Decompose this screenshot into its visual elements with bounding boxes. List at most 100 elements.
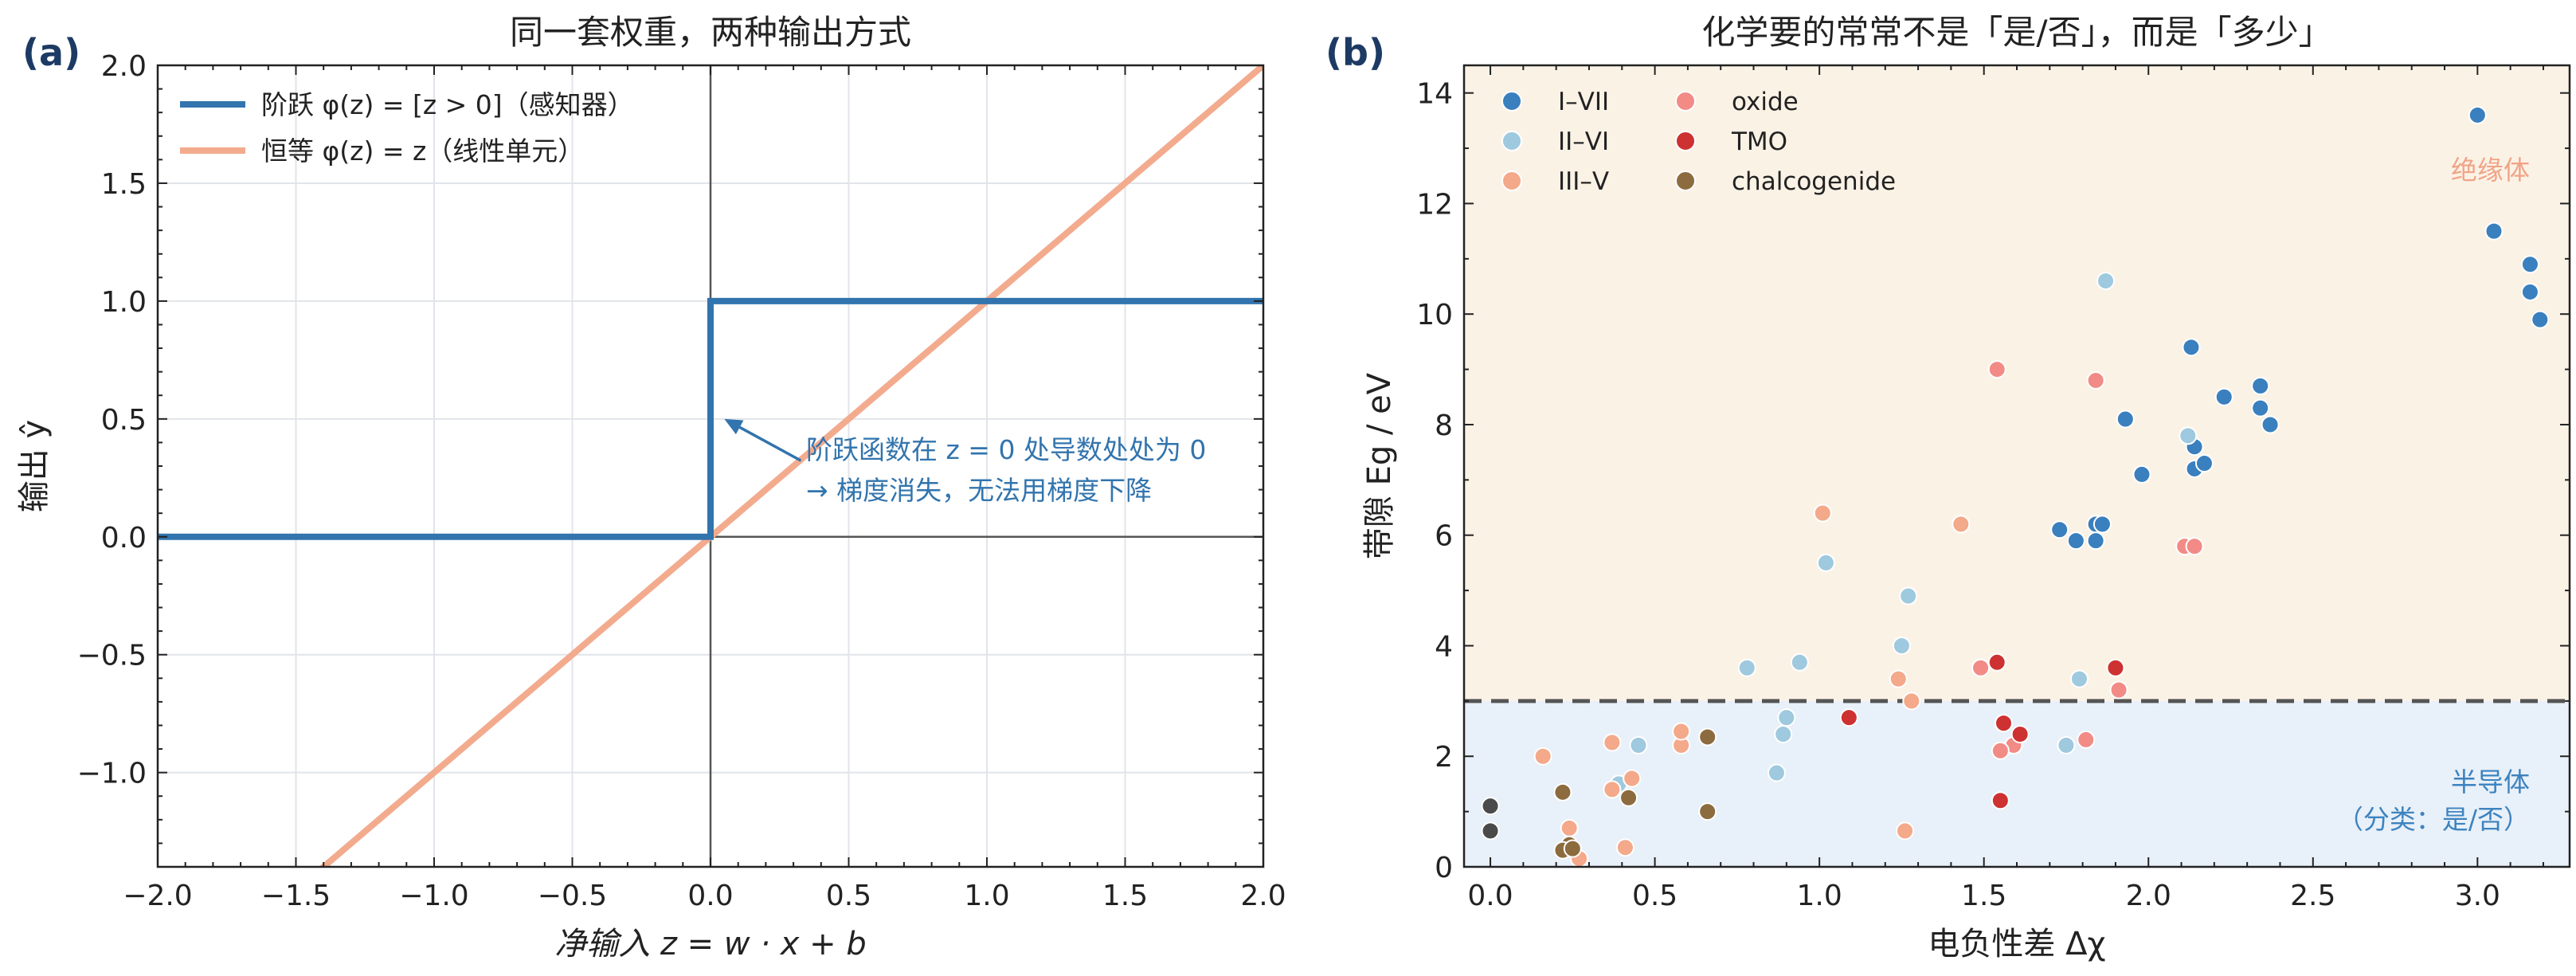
legend-label: oxide [1732,88,1799,116]
data-point [1971,658,1991,677]
legend-label: chalcogenide [1732,167,1896,196]
series-line-step [158,297,1263,540]
y-axis-label-a: 输出 ŷ [16,420,53,512]
data-point [1563,839,1582,858]
y-tick-label: 1.5 [101,168,147,201]
x-tick-label: 0.5 [826,880,871,912]
data-point [2106,658,2125,677]
x-tick-label: 0.0 [1467,880,1513,912]
data-point [2050,520,2069,539]
data-point [1892,636,1911,655]
y-tick-label: 6 [1435,520,1453,553]
data-point [1991,741,2010,760]
x-tick-label: 2.0 [2126,880,2171,912]
data-point [1816,553,1835,572]
data-point [1987,653,2006,672]
data-point [1672,722,1691,741]
data-point [1767,763,1786,782]
y-tick-label: 2 [1435,741,1453,774]
data-point [1481,821,1500,841]
scatter-points [1481,105,2550,868]
legend-label: II–VI [1558,127,1609,156]
insulator-region [1464,65,2570,701]
data-point [1615,838,1634,857]
data-point [2468,105,2487,124]
data-point [2086,370,2105,390]
data-point [1994,714,2013,733]
panel-label-a: (a) [22,31,80,74]
chart-title-a: 同一套权重，两种输出方式 [510,13,911,52]
data-point [1623,769,1642,788]
x-tick-label: 1.5 [1961,880,2006,912]
data-point [2109,680,2128,700]
data-point [1774,724,1793,743]
legend-label-identity: 恒等 φ(z) = z（线性单元） [261,135,584,167]
x-tick-label: 2.0 [1240,880,1286,912]
data-point [2261,415,2280,434]
legend-marker [1501,171,1522,191]
data-point [1987,360,2006,379]
legend-label: I–VII [1558,88,1609,116]
data-point [2057,735,2076,755]
data-point [1902,692,1921,711]
y-tick-label: 1.0 [101,286,147,319]
data-point [1603,733,1622,752]
y-tick-labels-a: −1.0 −0.5 0.0 0.5 1.0 1.5 2.0 [77,50,147,790]
data-point [2520,255,2539,274]
annotation-a: 阶跃函数在 z = 0 处导数处处为 0 → 梯度消失，无法用梯度下降 [724,418,1206,506]
data-point [2132,464,2151,484]
x-tick-label: 0.5 [1632,880,1678,912]
data-point [2086,531,2105,551]
data-point [1889,669,1908,688]
data-point [1839,708,1858,727]
x-axis-label-b: 电负性差 Δχ [1928,926,2105,962]
x-tick-label: 1.0 [964,880,1009,912]
data-point [1698,802,1717,821]
data-point [2194,454,2214,473]
y-tick-label: 8 [1435,410,1453,442]
legend-marker [1501,91,1522,112]
data-point [2179,426,2198,445]
legend-marker [1675,171,1696,191]
legend-label-step: 阶跃 φ(z) = [z > 0]（感知器） [261,89,634,120]
data-point [1737,658,1756,677]
ticks-a [157,65,1264,868]
data-point [1481,797,1500,816]
legend-marker [1675,131,1696,151]
y-tick-labels-b: 0 2 4 6 8 10 12 14 [1416,78,1453,884]
data-point [1899,586,1918,606]
data-point [2116,410,2135,429]
data-point [1777,708,1796,727]
legend-label: TMO [1731,127,1787,156]
panel-b: 0.0 0.5 1.0 1.5 2.0 2.5 3.0 0 2 4 6 8 10 12 14 (b) 化学… [1325,13,2571,962]
x-tick-label: −1.5 [261,880,331,912]
x-axis-label-a: 净输入 z = w · x + b [554,926,867,962]
data-point [1952,515,1971,534]
data-point [2077,730,2096,749]
x-tick-labels-a: −2.0 −1.5 −1.0 −0.5 0.0 0.5 1.0 1.5 2.0 [123,880,1286,912]
data-point [2520,282,2539,301]
x-tick-label: 1.0 [1797,880,1842,912]
y-tick-label: −0.5 [77,640,147,672]
y-tick-label: 10 [1416,299,1453,331]
y-tick-label: 12 [1416,188,1453,221]
data-point [2069,669,2089,688]
insulator-label: 绝缘体 [2451,155,2530,186]
data-point [2066,531,2085,551]
y-tick-label: 4 [1435,630,1453,663]
y-tick-label: −1.0 [77,758,147,790]
data-point [2214,387,2233,406]
annotation-line-2: → 梯度消失，无法用梯度下降 [806,475,1152,506]
series-a [158,65,1263,867]
y-tick-label: 14 [1416,78,1453,111]
y-tick-label: 0.5 [101,404,147,437]
data-point [2251,398,2270,417]
data-point [1619,788,1638,807]
y-axis-label-b: 带隙 Eg / eV [1361,372,1398,559]
data-point [1560,818,1579,837]
legend-marker [1675,91,1696,112]
panel-a: −2.0 −1.5 −1.0 −0.5 0.0 0.5 1.0 1.5 2.0 −1.0 −0.5… [16,13,1286,962]
legend-marker [1501,131,1522,151]
data-point [1603,780,1622,799]
data-point [2096,272,2116,291]
